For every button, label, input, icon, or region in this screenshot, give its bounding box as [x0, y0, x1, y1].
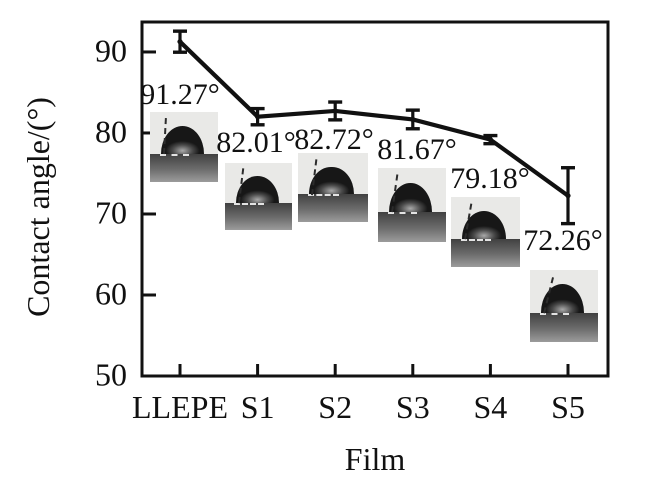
substrate-surface [530, 313, 598, 342]
substrate-surface [451, 239, 520, 267]
data-point-S3 [410, 116, 416, 123]
y-axis-label: Contact angle/(°) [20, 97, 56, 317]
point-label-S5: 72.26° [523, 224, 603, 257]
x-tick-label-S5: S5 [551, 389, 585, 425]
droplet-inset-S5 [530, 270, 598, 342]
y-tick-label-70: 70 [95, 194, 127, 231]
plot-frame [140, 20, 610, 378]
baseline-dashed-line [159, 154, 190, 156]
substrate-surface [298, 194, 368, 222]
substrate-surface [150, 154, 218, 182]
y-tick-label-80: 80 [95, 113, 127, 150]
point-label-S2: 82.72° [294, 123, 374, 156]
x-tick-label-S3: S3 [395, 389, 430, 425]
point-label-LLEPE: 91.27° [140, 78, 220, 111]
data-point-S5 [565, 193, 571, 199]
substrate-surface [378, 212, 446, 242]
x-axis-label: Film [344, 441, 406, 477]
point-label-S3: 81.67° [377, 133, 457, 166]
x-tick-label-LLEPE: LLEPE [132, 389, 228, 425]
point-label-S4: 79.18° [450, 162, 530, 195]
baseline-dashed-line [307, 194, 339, 197]
baseline-dashed-line [539, 313, 570, 316]
droplet-inset-S1 [225, 163, 292, 230]
data-point-S2 [332, 108, 338, 114]
data-line [178, 40, 570, 198]
x-tick-label-S4: S4 [473, 389, 508, 425]
data-point-LLEPE [177, 39, 183, 45]
y-tick-label-90: 90 [95, 32, 127, 69]
data-point-S1 [255, 114, 261, 120]
droplet-inset-S4 [451, 197, 520, 267]
baseline-dashed-line [387, 212, 418, 215]
y-tick-label-50: 50 [95, 356, 127, 393]
droplet-inset-S3 [378, 168, 446, 242]
baseline-dashed-line [234, 203, 264, 206]
x-tick-label-S1: S1 [240, 389, 275, 425]
data-point-S4 [487, 137, 493, 143]
x-tick-label-S2: S2 [318, 389, 353, 425]
substrate-surface [225, 203, 292, 230]
baseline-dashed-line [460, 239, 492, 241]
droplet-inset-S2 [298, 153, 368, 222]
point-label-S1: 82.01° [216, 126, 296, 159]
droplet-inset-LLEPE [150, 112, 218, 182]
water-droplet-dome [160, 126, 205, 154]
y-tick-label-60: 60 [95, 275, 127, 312]
